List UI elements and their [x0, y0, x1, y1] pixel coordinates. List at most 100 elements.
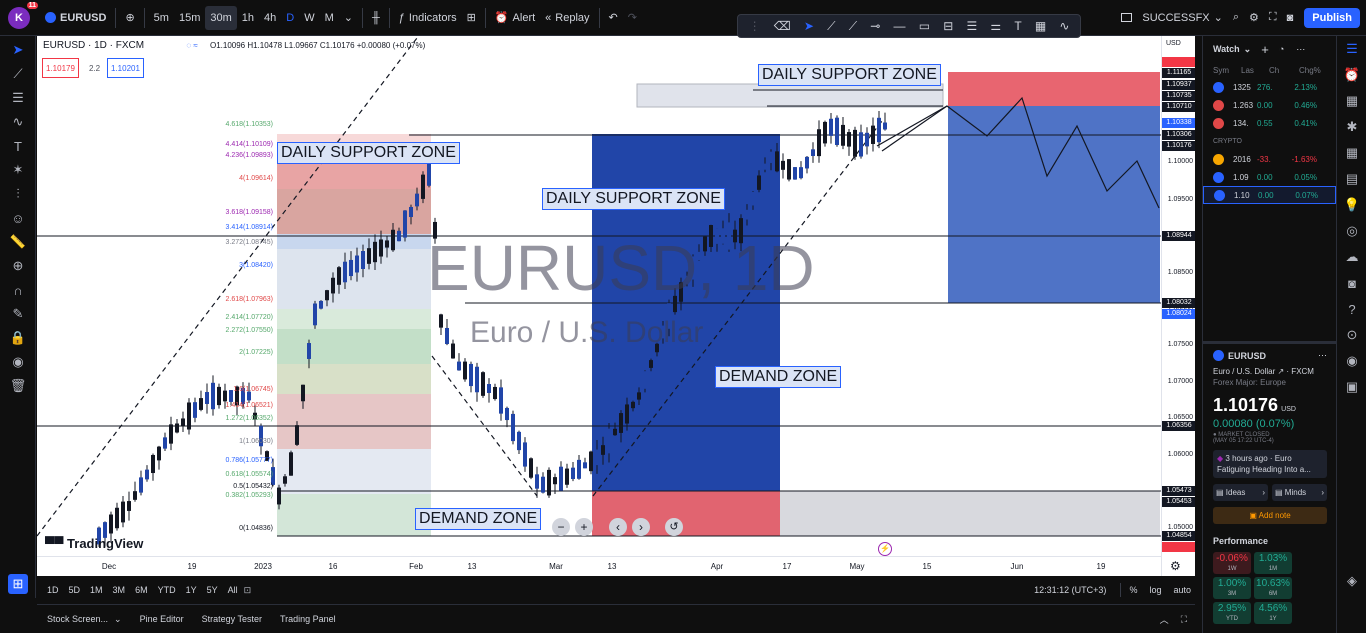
axis-settings-icon[interactable]: ⚙	[1170, 559, 1181, 573]
range-all[interactable]: All	[227, 585, 238, 595]
ray-icon[interactable]: ⟋	[848, 18, 858, 33]
notifications-icon[interactable]: ◙	[1348, 275, 1356, 291]
lock-icon[interactable]: 🔒	[9, 330, 27, 345]
alerts-icon[interactable]: ⏰	[1343, 67, 1361, 82]
watchlist-row[interactable]: 1.09 0.00 0.05%	[1203, 168, 1336, 186]
chats-icon[interactable]: ☁	[1345, 249, 1359, 264]
chevron-down-icon[interactable]: ⌄	[1243, 43, 1252, 54]
indicators-button[interactable]: ƒ Indicators	[394, 6, 462, 30]
log-toggle[interactable]: log	[1149, 585, 1162, 595]
trend-line-icon[interactable]: ⟋	[13, 66, 23, 81]
zone-label-daily-support[interactable]: DAILY SUPPORT ZONE	[277, 142, 460, 164]
add-symbol-icon[interactable]: +	[1261, 41, 1269, 57]
trend-line-icon[interactable]: ⟋	[827, 18, 836, 33]
trash-icon[interactable]: 🗑	[9, 378, 27, 393]
timeframe-4h[interactable]: 4h	[264, 11, 277, 24]
grid-icon[interactable]: ▦	[1034, 19, 1047, 33]
scroll-right-button[interactable]: ›	[632, 518, 650, 536]
fib-icon[interactable]: ☰	[966, 19, 978, 33]
stay-drawing-icon[interactable]: ✎	[12, 306, 24, 321]
add-symbol-icon[interactable]: ⊕	[125, 12, 135, 24]
news-icon[interactable]: ▤	[1345, 171, 1359, 186]
clock[interactable]: 12:31:12 (UTC+3)	[1034, 585, 1107, 595]
time-axis[interactable]: Dec 19 2023 16 Feb 13 Mar 13 Apr 17 May 15 Jun 19	[37, 556, 1161, 576]
text-icon[interactable]: T	[14, 138, 22, 154]
bid-price-button[interactable]: 1.10179	[42, 58, 79, 78]
tab-trading-panel[interactable]: Trading Panel	[279, 614, 336, 624]
tab-stock-screener[interactable]: Stock Screen... ⌄	[47, 614, 122, 625]
range-1d[interactable]: 1D	[47, 585, 59, 595]
layout-button[interactable]: SUCCESSFX ⌄	[1116, 6, 1227, 30]
zoom-in-button[interactable]: +	[575, 518, 593, 536]
text-icon[interactable]: T	[1014, 19, 1022, 33]
calendar-icon[interactable]: ▦	[1345, 145, 1359, 160]
object-tree-icon[interactable]: ⊞	[8, 574, 28, 594]
long-position-icon[interactable]: ⊟	[943, 19, 954, 33]
more-icon[interactable]: ⋯	[1296, 43, 1306, 54]
add-note-button[interactable]: ▣ Add note	[1213, 507, 1327, 524]
timeframe-5m[interactable]: 5m	[153, 11, 169, 24]
prediction-icon[interactable]: ⫶	[16, 186, 20, 201]
reset-chart-button[interactable]: ↺	[665, 518, 683, 536]
timeframe-w[interactable]: W	[304, 11, 315, 24]
zone-label-daily-support[interactable]: DAILY SUPPORT ZONE	[542, 188, 725, 210]
detail-name[interactable]: Euro / U.S. Dollar	[1213, 367, 1276, 376]
zoom-in-icon[interactable]: ⊕	[12, 258, 24, 273]
minds-button[interactable]: ▤ Minds ›	[1272, 484, 1327, 501]
streams-icon[interactable]: ◎	[1346, 223, 1358, 238]
ask-price-button[interactable]: 1.10201	[107, 58, 144, 78]
rectangle-icon[interactable]: ▭	[918, 19, 931, 33]
tab-strategy-tester[interactable]: Strategy Tester	[201, 614, 262, 624]
drag-handle-icon[interactable]: ⋮	[748, 19, 761, 33]
pattern-icon[interactable]: ✶	[12, 162, 24, 177]
alert-button[interactable]: ⏰ Alert	[490, 6, 540, 30]
help-icon-2[interactable]: ⊙	[1346, 327, 1358, 342]
watchlist-row[interactable]: 1.10 0.00 0.07%	[1203, 186, 1336, 204]
timeframe-30m[interactable]: 30m	[205, 5, 237, 30]
layers-icon[interactable]: ◈	[1347, 573, 1357, 588]
ideas-button[interactable]: ▤ Ideas ›	[1213, 484, 1268, 501]
ideas-icon[interactable]: 💡	[1343, 197, 1361, 212]
timeframe-15m[interactable]: 15m	[178, 11, 201, 24]
publish-button[interactable]: Publish	[1304, 7, 1360, 28]
zone-label-daily-support[interactable]: DAILY SUPPORT ZONE	[758, 64, 941, 86]
camera-icon[interactable]: ◙	[1286, 11, 1294, 24]
range-6m[interactable]: 6M	[135, 585, 148, 595]
undo-icon[interactable]: ↶	[608, 12, 618, 24]
more-icon[interactable]: ⋯	[1318, 350, 1327, 360]
range-5d[interactable]: 5D	[68, 585, 81, 595]
settings-gear-icon[interactable]: ⚙	[1249, 12, 1259, 24]
range-1m[interactable]: 1M	[90, 585, 103, 595]
terminal-icon[interactable]: ▣	[1345, 379, 1359, 394]
eye-icon[interactable]: ◉	[12, 354, 24, 369]
path-icon[interactable]: ∿	[1059, 19, 1070, 33]
date-range-icon[interactable]: ⊡	[243, 584, 252, 595]
timeframe-m[interactable]: M	[324, 11, 334, 24]
range-1y[interactable]: 1Y	[185, 585, 197, 595]
watchlist-icon[interactable]: ☰	[1346, 41, 1358, 56]
zone-label-demand[interactable]: DEMAND ZONE	[715, 366, 842, 388]
watchlist-title[interactable]: Watch	[1213, 44, 1240, 54]
help-icon[interactable]: ?	[1348, 301, 1356, 317]
settings-lines-icon[interactable]: ⚌	[990, 19, 1002, 33]
collapse-icon[interactable]: ︿	[1159, 614, 1169, 625]
news-card[interactable]: ◆ 3 hours ago · Euro Fatiguing Heading I…	[1213, 450, 1327, 478]
tab-pine-editor[interactable]: Pine Editor	[139, 614, 184, 624]
horizontal-line-icon[interactable]: —	[893, 19, 906, 33]
auto-toggle[interactable]: auto	[1173, 585, 1191, 595]
watchlist-row[interactable]: 2016 -33. -1.63%	[1203, 150, 1336, 168]
maximize-icon[interactable]: ⛶	[1180, 613, 1187, 624]
watchlist-row[interactable]: 1.263 0.00 0.46%	[1203, 96, 1336, 114]
widget-icon[interactable]: ◔	[1278, 44, 1285, 54]
watchlist-row[interactable]: 1325 276. 2.13%	[1203, 78, 1336, 96]
brush-icon[interactable]: ∿	[12, 114, 24, 129]
magnet-icon[interactable]: ∩	[13, 282, 23, 298]
range-ytd[interactable]: YTD	[157, 585, 176, 595]
user-avatar[interactable]: K 11	[8, 1, 38, 29]
redo-icon[interactable]: ↷	[627, 12, 637, 24]
range-3m[interactable]: 3M	[112, 585, 126, 595]
horizontal-ray-icon[interactable]: ⊸	[870, 19, 881, 33]
flash-icon[interactable]: ⚡	[878, 542, 892, 556]
chart-canvas[interactable]: EURUSD · 1D · FXCM ◌ ≈ O1.10096 H1.10478…	[37, 36, 1161, 576]
cursor-icon[interactable]: ➤	[12, 42, 24, 57]
